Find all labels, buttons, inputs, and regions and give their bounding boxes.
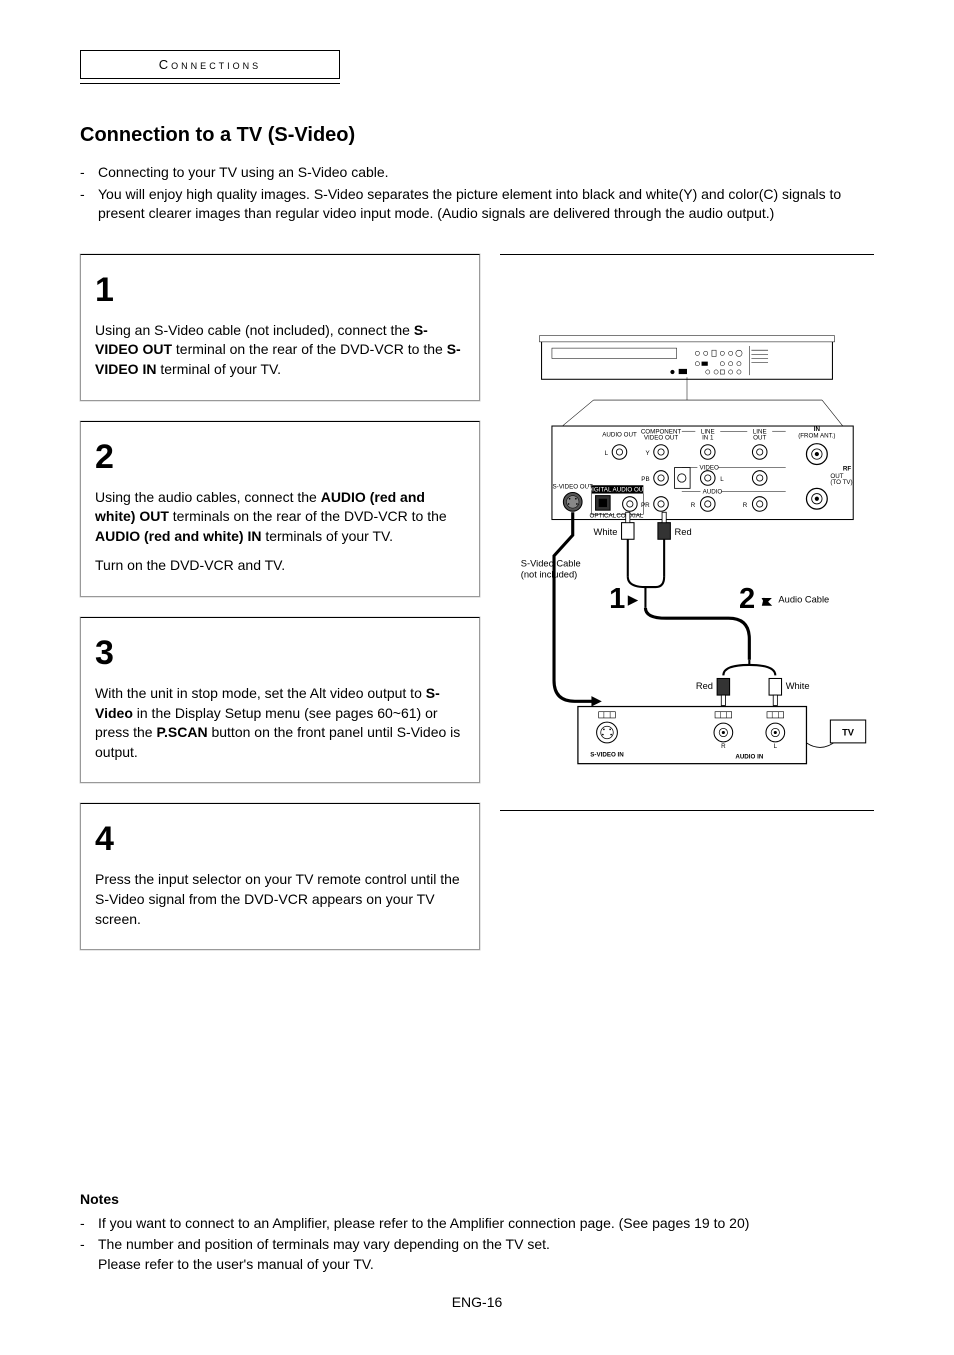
callout-line bbox=[562, 400, 593, 426]
svideo-in-label: S-VIDEO IN bbox=[590, 751, 624, 758]
dash-icon: - bbox=[80, 185, 98, 224]
note-text: The number and position of terminals may… bbox=[98, 1235, 550, 1274]
tv-panel: S-VIDEO IN R L AUDIO IN bbox=[578, 706, 838, 763]
step-body: Using an S-Video cable (not included), c… bbox=[95, 321, 465, 380]
video-out-label: VIDEO OUT bbox=[644, 434, 678, 441]
step-number: 2 bbox=[95, 440, 465, 474]
audio-label: AUDIO bbox=[703, 488, 723, 495]
svideo-cable bbox=[554, 512, 602, 706]
connection-diagram: AUDIO OUT COMPONENT VIDEO OUT LINE IN 1 … bbox=[500, 255, 874, 810]
step-card-4: 4 Press the input selector on your TV re… bbox=[80, 803, 480, 950]
divider bbox=[500, 810, 874, 811]
note-item: - The number and position of terminals m… bbox=[80, 1235, 874, 1274]
intro-item: - You will enjoy high quality images. S-… bbox=[80, 185, 874, 224]
plug-white-bottom bbox=[769, 678, 781, 705]
intro-block: - Connecting to your TV using an S-Video… bbox=[80, 163, 874, 224]
optical-label: OPTICAL bbox=[590, 512, 617, 519]
l-ch-label: L bbox=[774, 743, 778, 750]
r-ch-label: R bbox=[721, 743, 726, 750]
in1-label: IN 1 bbox=[702, 434, 714, 441]
not-included-label: (not included) bbox=[521, 569, 578, 579]
section-underline bbox=[80, 83, 340, 84]
step2-marker: 2 bbox=[739, 583, 755, 615]
audio-cable-label: Audio Cable bbox=[778, 594, 829, 604]
step-number: 4 bbox=[95, 822, 465, 856]
step-card-1: 1 Using an S-Video cable (not included),… bbox=[80, 254, 480, 401]
note-text: If you want to connect to an Amplifier, … bbox=[98, 1214, 749, 1234]
diagram-svg: AUDIO OUT COMPONENT VIDEO OUT LINE IN 1 … bbox=[500, 265, 874, 805]
diagram-column: AUDIO OUT COMPONENT VIDEO OUT LINE IN 1 … bbox=[500, 254, 874, 970]
step-body: Using the audio cables, connect the AUDI… bbox=[95, 488, 465, 576]
rf-label: RF bbox=[843, 465, 851, 472]
intro-text: You will enjoy high quality images. S-Vi… bbox=[98, 185, 874, 224]
step-card-3: 3 With the unit in stop mode, set the Al… bbox=[80, 617, 480, 783]
audio-in-label: AUDIO IN bbox=[735, 753, 763, 760]
step-number: 3 bbox=[95, 636, 465, 670]
step1-marker: 1 bbox=[609, 583, 625, 615]
dash-icon: - bbox=[80, 1214, 98, 1234]
plug-white-top bbox=[622, 512, 634, 576]
note-item: - If you want to connect to an Amplifier… bbox=[80, 1214, 874, 1234]
steps-column: 1 Using an S-Video cable (not included),… bbox=[80, 254, 480, 970]
step-number: 1 bbox=[95, 273, 465, 307]
r-label: R bbox=[691, 502, 696, 509]
l-label: L bbox=[720, 476, 724, 483]
rear-panel: AUDIO OUT COMPONENT VIDEO OUT LINE IN 1 … bbox=[552, 426, 853, 519]
step-para: With the unit in stop mode, set the Alt … bbox=[95, 684, 465, 762]
to-tv-label: (TO TV) bbox=[830, 479, 852, 486]
pr-label: PR bbox=[641, 502, 650, 509]
step-card-2: 2 Using the audio cables, connect the AU… bbox=[80, 421, 480, 597]
page-title: Connection to a TV (S-Video) bbox=[80, 124, 874, 147]
svideo-cable-label: S-Video Cable bbox=[521, 558, 581, 568]
step-para: Using an S-Video cable (not included), c… bbox=[95, 321, 465, 380]
from-ant-label: (FROM ANT.) bbox=[798, 432, 835, 439]
notes-section: Notes - If you want to connect to an Amp… bbox=[80, 1190, 874, 1274]
audio-out-label: AUDIO OUT bbox=[602, 431, 637, 438]
step-para: Using the audio cables, connect the AUDI… bbox=[95, 488, 465, 547]
red-label: Red bbox=[696, 681, 713, 691]
digital-audio-label: DIGITAL AUDIO OUT bbox=[588, 486, 648, 493]
dash-icon: - bbox=[80, 163, 98, 183]
r-label: R bbox=[743, 502, 748, 509]
l-label: L bbox=[605, 450, 609, 457]
content-row: 1 Using an S-Video cable (not included),… bbox=[80, 254, 874, 970]
white-label: White bbox=[786, 681, 810, 691]
callout-line bbox=[822, 400, 843, 426]
step-body: Press the input selector on your TV remo… bbox=[95, 870, 465, 929]
intro-item: - Connecting to your TV using an S-Video… bbox=[80, 163, 874, 183]
dash-icon: - bbox=[80, 1235, 98, 1274]
tv-label: TV bbox=[842, 727, 855, 737]
arrow-icon bbox=[628, 595, 638, 605]
out-label: OUT bbox=[753, 434, 766, 441]
section-header: Connections bbox=[80, 50, 340, 79]
step-para: Press the input selector on your TV remo… bbox=[95, 870, 465, 929]
white-label: White bbox=[594, 527, 618, 537]
plug-red-bottom bbox=[717, 678, 729, 705]
intro-text: Connecting to your TV using an S-Video c… bbox=[98, 163, 389, 183]
step-body: With the unit in stop mode, set the Alt … bbox=[95, 684, 465, 762]
notes-title: Notes bbox=[80, 1190, 874, 1210]
dvdvcr-front-icon bbox=[539, 335, 834, 379]
step-para: Turn on the DVD-VCR and TV. bbox=[95, 556, 465, 576]
page-footer: ENG-16 bbox=[80, 1294, 874, 1310]
pb-label: PB bbox=[641, 476, 649, 483]
plug-red-top bbox=[658, 512, 670, 576]
red-label: Red bbox=[675, 527, 692, 537]
